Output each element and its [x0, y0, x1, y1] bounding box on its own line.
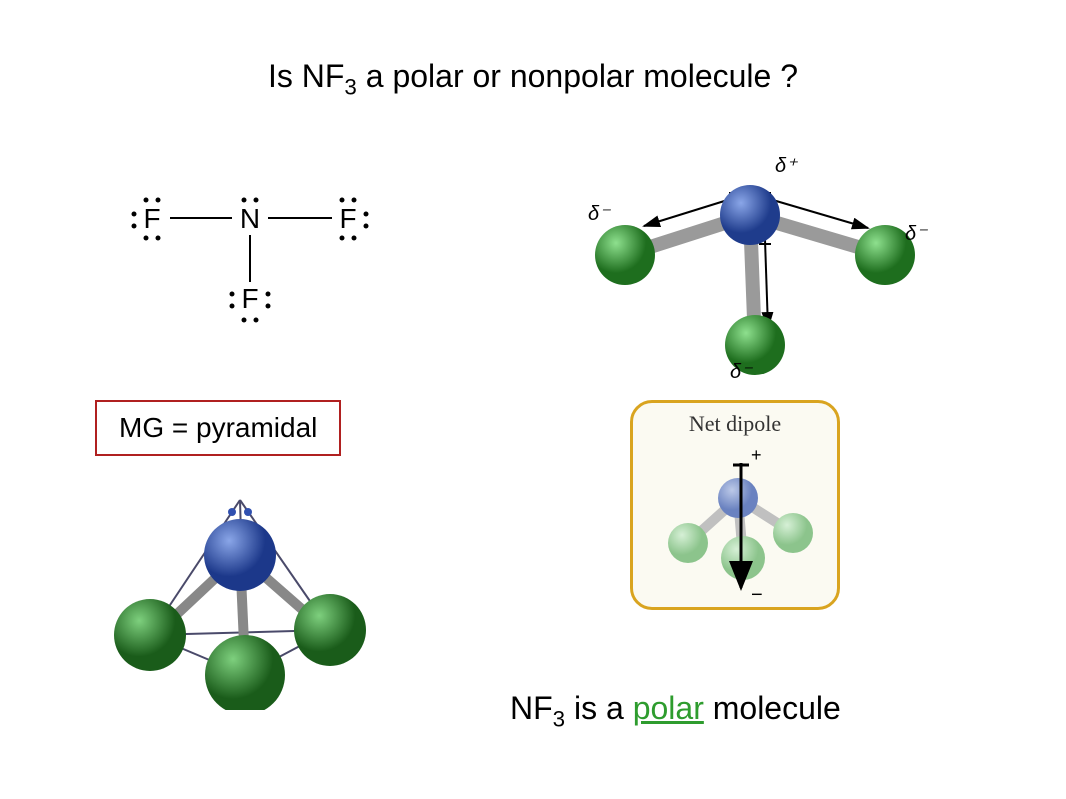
lone-pair-dot: [244, 508, 252, 516]
nd-plus: +: [751, 445, 762, 465]
nd-minus: −: [751, 584, 763, 606]
atom-f-left: F: [143, 203, 160, 234]
dipole-svg: δ⁺ δ⁻ δ⁻ δ⁻: [570, 150, 930, 380]
atom-n: N: [240, 203, 260, 234]
answer-prefix: NF: [510, 690, 553, 726]
title-suffix: a polar or nonpolar molecule ?: [357, 58, 798, 94]
answer-text: NF3 is a polar molecule: [510, 690, 841, 732]
atom-f-bottom: F: [241, 283, 258, 314]
answer-mid: is a: [565, 690, 633, 726]
dipole-model: δ⁺ δ⁻ δ⁻ δ⁻: [570, 150, 930, 380]
answer-suffix: molecule: [704, 690, 841, 726]
slide-title: Is NF3 a polar or nonpolar molecule ?: [0, 58, 1066, 100]
geometry-text: MG = pyramidal: [119, 412, 317, 443]
delta-minus-2: δ⁻: [905, 223, 928, 245]
net-dipole-box: Net dipole + −: [630, 400, 840, 610]
lewis-svg: N F F F: [110, 160, 390, 330]
geometry-box: MG = pyramidal: [95, 400, 341, 456]
atom-outer: [114, 599, 186, 671]
nd-central: [718, 478, 758, 518]
nd-outer: [773, 513, 813, 553]
atom-outer-1: [595, 225, 655, 285]
delta-minus-3: δ⁻: [730, 361, 753, 380]
answer-polar: polar: [633, 690, 704, 726]
title-prefix: Is NF: [268, 58, 344, 94]
nd-outer: [668, 523, 708, 563]
pyramidal-model: [110, 470, 370, 710]
lewis-structure: N F F F: [110, 160, 390, 330]
net-dipole-label: Net dipole: [633, 411, 837, 437]
lone-pair-n: [242, 198, 259, 203]
title-sub: 3: [344, 74, 356, 99]
lone-pair-dot: [228, 508, 236, 516]
atom-outer: [205, 635, 285, 710]
pyramidal-svg: [110, 470, 370, 710]
atom-outer: [294, 594, 366, 666]
atom-f-right: F: [339, 203, 356, 234]
atom-central: [204, 519, 276, 591]
delta-plus: δ⁺: [775, 155, 798, 177]
delta-minus-1: δ⁻: [588, 203, 611, 225]
nd-outer: [721, 536, 765, 580]
answer-sub: 3: [553, 706, 565, 731]
atom-central: [720, 185, 780, 245]
